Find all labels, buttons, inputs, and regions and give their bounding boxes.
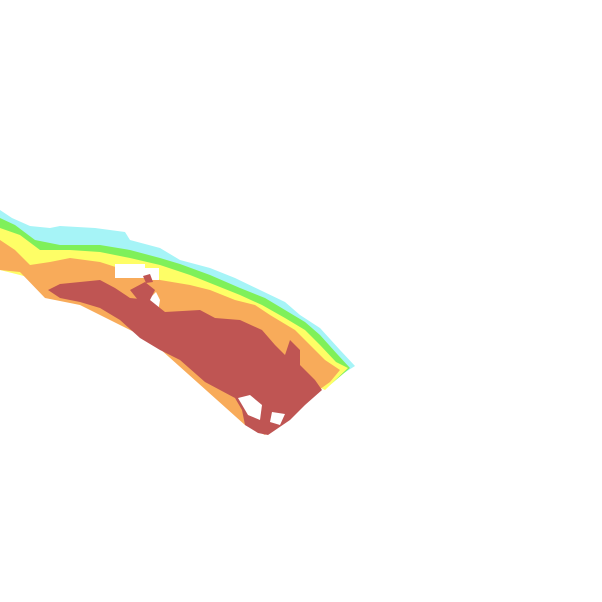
layer-dark-red (48, 280, 322, 435)
layer-dark-red-islands (130, 274, 155, 300)
layer-dark-red-holes (238, 395, 285, 425)
